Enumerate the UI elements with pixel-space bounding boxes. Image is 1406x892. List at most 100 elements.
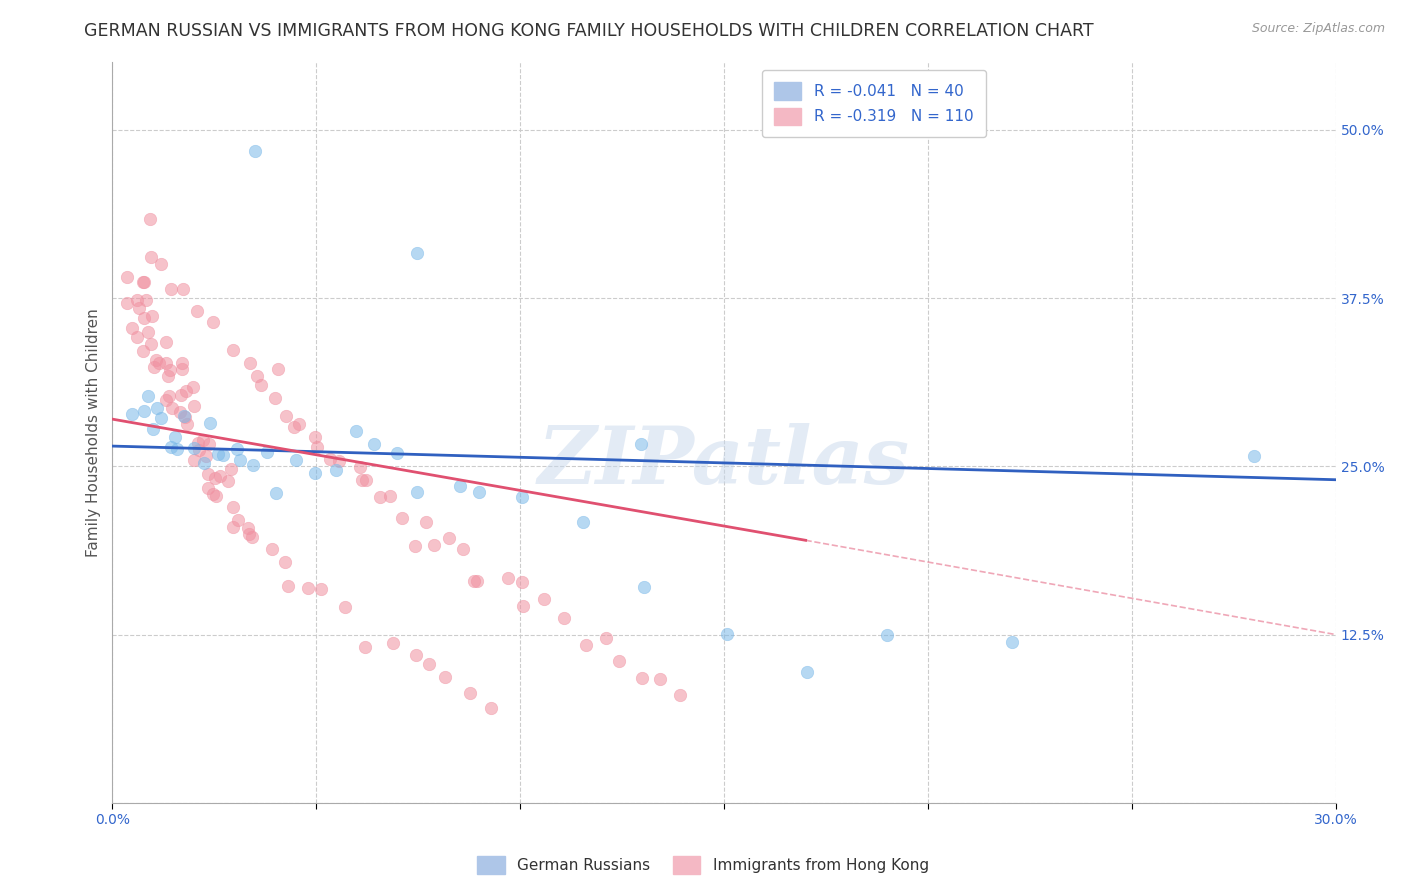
Point (141, 309, 163, 323)
Point (166, 442, 188, 456)
Point (574, 638, 596, 652)
Point (115, 270, 138, 285)
Point (243, 144, 266, 158)
Point (648, 672, 671, 686)
Point (159, 362, 181, 376)
Point (380, 489, 402, 503)
Point (170, 361, 193, 376)
Point (285, 452, 308, 467)
Point (132, 276, 155, 290)
Point (630, 436, 652, 450)
Point (127, 293, 149, 307)
Point (121, 321, 143, 335)
Point (387, 446, 409, 460)
Point (117, 296, 139, 310)
Point (155, 393, 177, 408)
Point (193, 456, 215, 470)
Point (201, 315, 224, 329)
Point (183, 399, 205, 413)
Point (305, 440, 328, 454)
Point (188, 443, 211, 458)
Point (553, 611, 575, 625)
Point (221, 462, 243, 476)
Point (274, 555, 297, 569)
Point (194, 449, 217, 463)
Point (208, 469, 231, 483)
Point (236, 521, 259, 535)
Point (191, 434, 214, 448)
Y-axis label: Family Households with Children: Family Households with Children (86, 309, 101, 557)
Point (533, 591, 555, 606)
Point (239, 356, 262, 370)
Point (160, 401, 183, 415)
Point (266, 362, 288, 376)
Point (381, 636, 404, 650)
Point (264, 486, 287, 500)
Point (277, 579, 299, 593)
Point (256, 445, 278, 459)
Point (132, 404, 155, 418)
Point (134, 276, 156, 290)
Point (229, 452, 252, 467)
Point (463, 574, 485, 588)
Point (238, 526, 260, 541)
Point (132, 343, 155, 358)
Point (127, 329, 149, 343)
Point (128, 301, 150, 315)
Point (1001, 635, 1024, 649)
Point (354, 473, 377, 487)
Point (876, 628, 898, 642)
Legend: R = -0.041   N = 40, R = -0.319   N = 110: R = -0.041 N = 40, R = -0.319 N = 110 (762, 70, 986, 137)
Point (183, 452, 205, 467)
Point (136, 389, 159, 403)
Point (145, 353, 167, 368)
Point (159, 282, 181, 296)
Point (405, 648, 427, 662)
Point (309, 582, 332, 597)
Point (135, 293, 157, 308)
Point (246, 369, 269, 384)
Point (121, 408, 143, 422)
Point (205, 489, 228, 503)
Point (250, 377, 273, 392)
Point (465, 574, 488, 588)
Point (350, 474, 373, 488)
Point (479, 701, 502, 715)
Point (174, 409, 197, 424)
Point (176, 417, 198, 431)
Point (304, 430, 326, 444)
Point (630, 671, 652, 685)
Point (139, 211, 162, 226)
Point (181, 380, 204, 394)
Point (242, 458, 264, 472)
Point (139, 337, 162, 351)
Point (138, 325, 160, 339)
Point (349, 460, 371, 475)
Point (201, 487, 224, 501)
Point (404, 539, 426, 553)
Point (304, 466, 326, 480)
Point (415, 515, 437, 529)
Point (262, 542, 284, 557)
Point (297, 582, 319, 596)
Point (283, 420, 305, 434)
Point (716, 626, 738, 640)
Point (434, 670, 457, 684)
Point (200, 416, 222, 430)
Point (187, 436, 209, 450)
Point (512, 599, 534, 613)
Point (174, 384, 197, 398)
Point (318, 452, 340, 467)
Point (142, 422, 165, 436)
Point (796, 665, 818, 679)
Point (344, 425, 367, 439)
Point (132, 311, 155, 326)
Point (328, 454, 350, 468)
Point (157, 368, 180, 383)
Point (222, 343, 245, 357)
Point (197, 481, 219, 495)
Point (354, 640, 377, 654)
Point (163, 430, 186, 444)
Point (204, 471, 226, 485)
Point (451, 541, 474, 556)
